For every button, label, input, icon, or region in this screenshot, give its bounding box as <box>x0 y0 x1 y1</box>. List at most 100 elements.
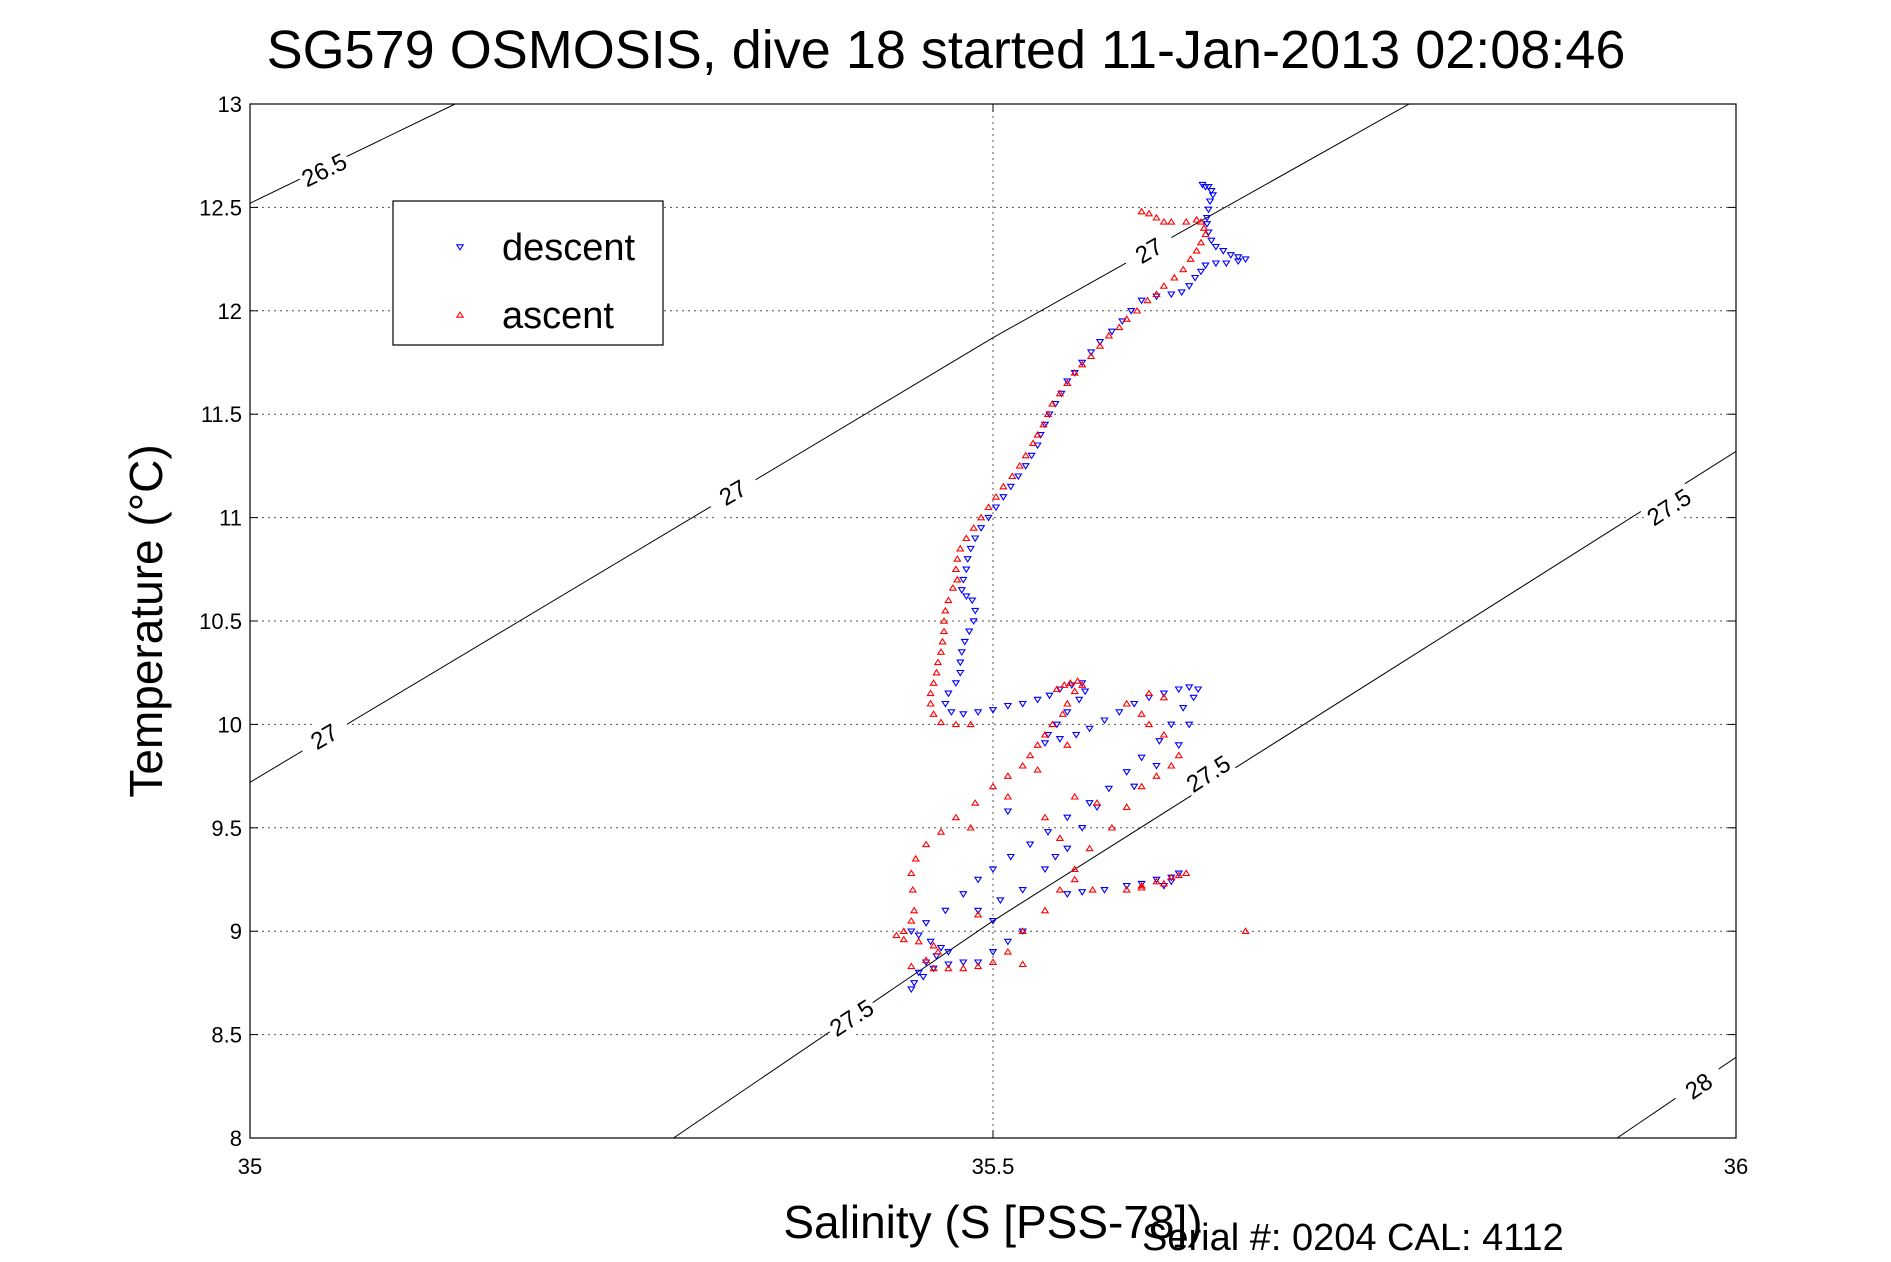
descent-point <box>1127 308 1136 315</box>
ascent-point <box>951 565 961 573</box>
descent-point <box>1234 258 1243 266</box>
ascent-point <box>1159 282 1169 289</box>
descent-point <box>1222 260 1231 268</box>
ascent-point <box>1159 730 1169 738</box>
ascent-point <box>1137 782 1146 790</box>
legend-label-descent: descent <box>502 227 636 269</box>
descent-point <box>1014 473 1023 481</box>
descent-point <box>988 918 998 925</box>
descent-point <box>996 897 1005 905</box>
descent-point <box>947 709 956 716</box>
descent-point <box>1219 248 1228 255</box>
descent-point <box>919 973 928 981</box>
ascent-point <box>1152 213 1161 221</box>
ascent-point <box>933 947 943 955</box>
descent-point <box>1078 889 1087 896</box>
descent-point <box>944 949 953 956</box>
ascent-point <box>1199 224 1209 231</box>
descent-point <box>1063 845 1072 853</box>
ascent-point <box>1167 873 1176 881</box>
descent-point <box>1202 221 1212 228</box>
descent-point <box>959 959 968 967</box>
descent-point <box>1003 702 1013 710</box>
descent-point <box>951 680 961 687</box>
descent-point <box>1174 742 1183 750</box>
ascent-point <box>1043 410 1053 417</box>
ascent-point <box>1018 927 1027 934</box>
ascent-point <box>1025 751 1035 759</box>
ascent-point <box>929 710 938 717</box>
ascent-point <box>966 823 975 831</box>
x-tick-label: 35.5 <box>972 1154 1015 1179</box>
descent-point <box>1072 731 1081 739</box>
descent-point <box>965 628 974 636</box>
descent-point <box>957 649 966 656</box>
ascent-point <box>1055 885 1065 893</box>
descent-point <box>957 587 966 594</box>
descent-point <box>944 690 953 698</box>
ascent-point <box>1086 352 1096 360</box>
descent-point <box>1021 463 1030 470</box>
ascent-point <box>1063 379 1072 386</box>
ascent-point <box>911 854 920 862</box>
ascent-point <box>1159 693 1169 701</box>
descent-point <box>966 545 975 553</box>
descent-point <box>1189 694 1198 702</box>
descent-point <box>988 866 998 874</box>
descent-point <box>936 944 946 952</box>
ascent-point <box>1055 834 1065 841</box>
descent-point <box>1122 769 1131 776</box>
descent-point <box>1080 688 1090 696</box>
descent-point <box>1086 349 1096 357</box>
ascent-point <box>1122 885 1131 893</box>
descent-point <box>1234 254 1243 261</box>
descent-point <box>1208 192 1218 199</box>
ascent-point <box>1033 430 1042 438</box>
y-tick-label: 10 <box>218 712 242 737</box>
ascent-point <box>1196 217 1206 225</box>
descent-point <box>1185 684 1194 692</box>
ascent-point <box>991 492 1001 500</box>
descent-point <box>1196 268 1206 276</box>
ascent-point <box>1122 315 1131 322</box>
descent-point <box>1051 853 1060 861</box>
descent-point <box>1107 328 1117 336</box>
descent-point <box>1045 411 1054 419</box>
contour-label-background <box>702 466 764 519</box>
ascent-point <box>907 916 916 924</box>
ascent-point <box>1085 844 1094 852</box>
descent-point <box>1205 198 1215 206</box>
descent-point <box>1130 783 1139 791</box>
descent-point <box>956 659 965 667</box>
ascent-point <box>999 482 1008 490</box>
legend-box <box>392 200 664 346</box>
ascent-point <box>1104 331 1114 339</box>
ascent-point <box>988 958 998 966</box>
y-tick-label: 9 <box>230 919 242 944</box>
ascent-point <box>971 799 980 806</box>
y-tick-label: 12.5 <box>199 195 242 220</box>
descent-point <box>1137 297 1146 305</box>
y-tick-label: 12 <box>218 299 242 324</box>
descent-point <box>1204 206 1213 214</box>
ascent-point <box>1018 761 1027 769</box>
ascent-point <box>926 689 935 697</box>
descent-point <box>1006 483 1015 491</box>
y-tick-label: 8 <box>230 1126 242 1151</box>
descent-point <box>971 607 980 615</box>
chart-title: SG579 OSMOSIS, dive 18 started 11-Jan-20… <box>267 20 1626 80</box>
descent-point <box>999 494 1008 501</box>
ascent-point <box>1143 296 1152 304</box>
ascent-point <box>1048 720 1057 728</box>
descent-point <box>921 920 931 927</box>
ascent-point <box>948 583 958 591</box>
descent-point <box>944 961 953 969</box>
ascent-point <box>1070 792 1079 800</box>
descent-point <box>941 907 950 915</box>
ascent-point <box>1070 687 1079 695</box>
descent-point <box>1018 887 1027 894</box>
descent-point <box>973 907 983 915</box>
descent-point <box>1063 709 1072 716</box>
descent-point <box>1043 829 1053 836</box>
